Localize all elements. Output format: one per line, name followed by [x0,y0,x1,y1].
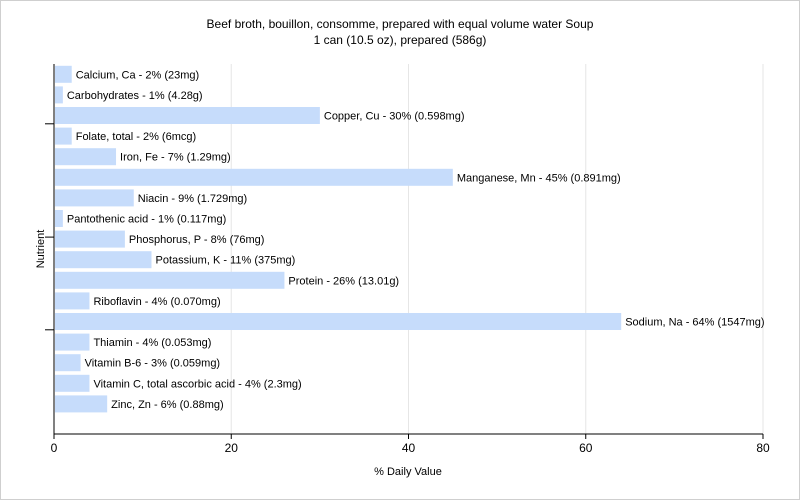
x-axis-label: % Daily Value [374,466,442,478]
bar-label: Phosphorus, P - 8% (76mg) [129,234,265,246]
axes-group: 0 20 40 60 80 [45,64,770,455]
bar [55,313,622,330]
bar [55,230,125,248]
bar-label: Riboflavin - 4% (0.070mg) [93,296,220,308]
bar [55,148,117,166]
bar-label: Carbohydrates - 1% (4.28g) [67,90,203,102]
bar [55,127,72,145]
bar [55,354,81,372]
bar [55,168,453,186]
bar-label: Sodium, Na - 64% (1547mg) [625,317,764,329]
chart-title: Beef broth, bouillon, consomme, prepared… [206,17,594,31]
bar [55,271,285,289]
x-tick-label: 20 [225,441,239,455]
bar [55,374,90,392]
bar [55,333,90,351]
x-tick-label: 0 [51,441,58,455]
bar-label: Copper, Cu - 30% (0.598mg) [324,111,465,123]
grid-lines [230,64,764,434]
bar-label: Thiamin - 4% (0.053mg) [93,337,211,349]
bar-label: Protein - 26% (13.01g) [288,275,399,287]
bar-label: Pantothenic acid - 1% (0.117mg) [67,214,226,226]
bar-label: Calcium, Ca - 2% (23mg) [76,69,199,81]
chart-subtitle: 1 can (10.5 oz), prepared (586g) [313,33,487,47]
bar [55,251,152,269]
bar-label: Potassium, K - 11% (375mg) [155,255,295,267]
bar-label: Manganese, Mn - 45% (0.891mg) [457,172,621,184]
bar-label: Vitamin B-6 - 3% (0.059mg) [85,358,221,370]
bar [55,210,63,227]
bars-group [55,65,622,413]
bar-label: Vitamin C, total ascorbic acid - 4% (2.3… [93,378,301,390]
bar [55,107,320,124]
bar-label: Folate, total - 2% (6mcg) [76,131,196,143]
bar-label: Zinc, Zn - 6% (0.88mg) [111,399,223,411]
x-tick-label: 40 [402,441,416,455]
x-tick-label: 80 [756,441,770,455]
bar-label: Iron, Fe - 7% (1.29mg) [120,152,231,164]
bar [55,189,134,207]
bar [55,395,108,413]
bar-labels-group: Calcium, Ca - 2% (23mg) Carbohydrates - 1… [67,69,765,411]
bar [55,86,63,104]
x-tick-label: 60 [579,441,593,455]
bar [55,292,90,310]
bar [55,65,72,83]
bar-label: Niacin - 9% (1.729mg) [138,193,247,205]
